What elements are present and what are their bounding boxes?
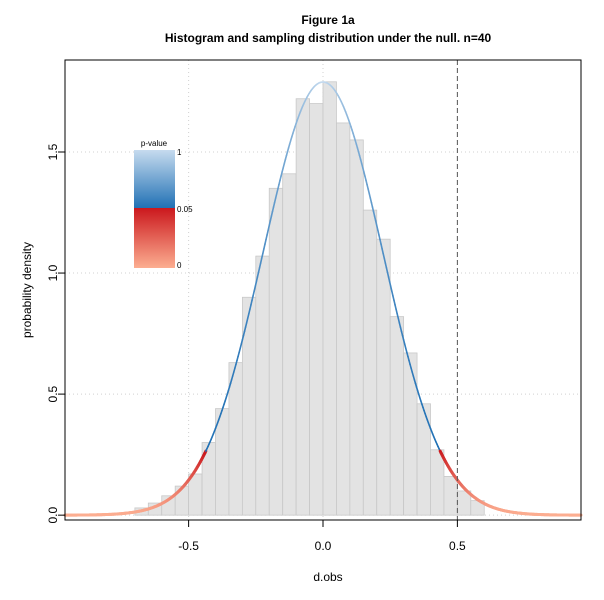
y-tick-label: 0.5: [46, 385, 60, 402]
x-axis: -0.5 0.0 0.5: [178, 519, 466, 553]
density-curve: [63, 81, 583, 517]
histogram-bar: [282, 173, 297, 516]
histogram-bar: [362, 209, 378, 516]
histogram-bar: [188, 473, 203, 516]
histogram-bar: [268, 187, 284, 516]
x-tick-label: 0.0: [315, 539, 332, 553]
x-tick-label: -0.5: [178, 539, 199, 553]
density-curve-segment: [383, 257, 387, 264]
density-curve-segment: [263, 243, 266, 250]
histogram-bar: [228, 362, 243, 516]
legend-label-1: 1: [177, 148, 182, 157]
legend-bar-blue: [134, 150, 175, 208]
y-tick-label: 1.5: [46, 143, 60, 160]
density-curve-segment: [266, 229, 269, 236]
histogram-bar: [322, 81, 337, 516]
histogram-bar: [389, 316, 405, 516]
density-curve-segment: [260, 252, 264, 260]
histogram-bar: [416, 403, 431, 516]
density-curve-segment: [378, 234, 381, 241]
histogram-bar: [403, 352, 418, 516]
density-curve-segment: [259, 257, 263, 264]
histogram-bar: [430, 449, 445, 516]
density-curve-segment: [256, 271, 260, 278]
p-value-legend: p-value 1 0.05 0: [134, 139, 193, 270]
density-curve-segment: [381, 248, 385, 255]
histogram-bar: [174, 485, 190, 516]
legend-label-005: 0.05: [177, 205, 193, 214]
histogram-bar: [309, 103, 324, 516]
chart-title: Figure 1a: [301, 13, 355, 27]
legend-title: p-value: [141, 139, 168, 148]
density-curve-segment: [377, 229, 380, 236]
histogram-bar: [349, 139, 364, 516]
legend-bar-red: [134, 208, 175, 268]
y-axis: 0.0 0.5 1.0 1.5: [46, 143, 66, 524]
density-curve-segment: [264, 238, 267, 246]
x-axis-label: d.obs: [313, 570, 342, 584]
density-curve-segment: [257, 266, 261, 274]
density-curve-segment: [384, 262, 388, 269]
density-curve-segment: [258, 262, 262, 269]
histogram-bar: [443, 476, 458, 516]
density-curve-segment: [379, 238, 382, 246]
y-axis-label: probability density: [20, 242, 34, 338]
histogram-bar: [336, 122, 351, 516]
x-tick-label: 0.5: [449, 539, 466, 553]
y-tick-label: 0.0: [46, 506, 60, 523]
density-curve-segment: [261, 248, 265, 255]
density-curve-segment: [385, 266, 389, 274]
histogram-bar: [295, 98, 310, 516]
histogram-bar: [255, 255, 270, 516]
density-curve-segment: [382, 252, 386, 260]
density-curve-segment: [265, 234, 268, 241]
density-curve-segment: [380, 243, 383, 250]
density-curve-segment: [386, 271, 390, 278]
legend-label-0: 0: [177, 261, 182, 270]
chart-subtitle: Histogram and sampling distribution unde…: [165, 31, 492, 45]
y-tick-label: 1.0: [46, 264, 60, 281]
histogram-bar: [376, 238, 391, 516]
histogram-bars: [134, 81, 485, 516]
